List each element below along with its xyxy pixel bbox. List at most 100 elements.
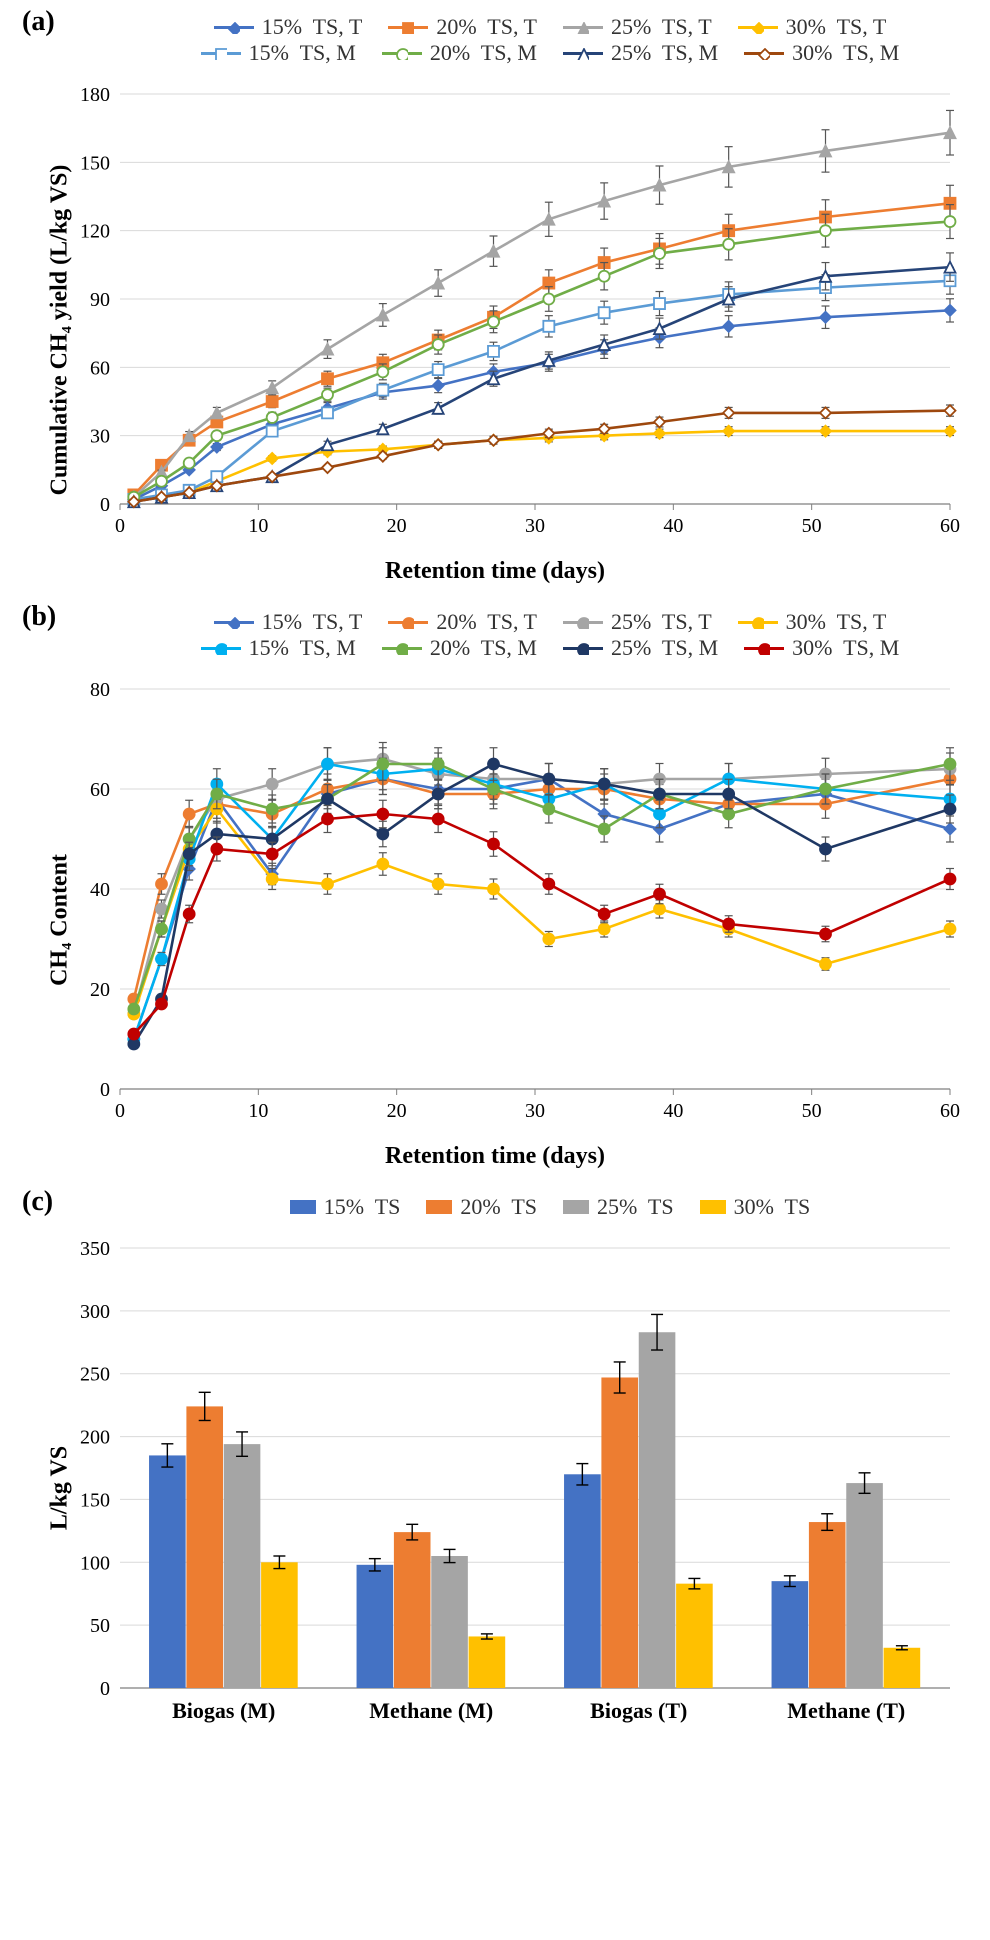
svg-text:40: 40	[663, 515, 683, 537]
legend-label: 20% TS	[460, 1194, 537, 1220]
panel-b-xlabel: Retention time (days)	[20, 1143, 970, 1170]
legend-item: 25% TS	[563, 1194, 674, 1220]
legend-label: 20% TS, M	[430, 635, 537, 661]
legend-swatch-icon	[201, 52, 241, 55]
legend-item: 15% TS, T	[214, 14, 363, 40]
svg-text:10: 10	[248, 1100, 268, 1122]
legend-item: 30% TS, T	[738, 609, 887, 635]
legend-label: 25% TS, M	[611, 635, 718, 661]
svg-text:20: 20	[387, 515, 407, 537]
svg-text:90: 90	[90, 289, 110, 311]
panel-c-ylabel: L/kg VS	[47, 1446, 74, 1530]
legend-swatch-icon	[214, 26, 254, 29]
svg-text:20: 20	[90, 979, 110, 1001]
svg-text:0: 0	[100, 494, 110, 516]
panel-c-chart: L/kg VS 050100150200250300350Biogas (M)M…	[20, 1228, 970, 1748]
svg-text:180: 180	[80, 84, 110, 106]
legend-item: 30% TS, M	[744, 40, 899, 66]
legend-label: 25% TS, T	[611, 14, 712, 40]
svg-text:30: 30	[525, 1100, 545, 1122]
panel-c-label: (c)	[22, 1186, 53, 1218]
legend-swatch-icon	[744, 52, 784, 55]
panel-a-svg: 03060901201501800102030405060	[20, 74, 970, 554]
panel-b: (b) 15% TS, T20% TS, T25% TS, T30% TS, T…	[0, 595, 990, 1180]
legend-label: 15% TS, M	[249, 40, 356, 66]
panel-b-legend: 15% TS, T 20% TS, T 25% TS, T 30% TS, T 15% …	[20, 605, 970, 669]
legend-item: 20% TS	[426, 1194, 537, 1220]
panel-b-chart: CH₄ Content 0204060800102030405060 Reten…	[20, 669, 970, 1170]
panel-a-legend: 15% TS, T 20% TS, T 25% TS, T 30% TS, T 15% …	[20, 10, 970, 74]
legend-swatch-icon	[388, 26, 428, 29]
legend-item: 20% TS, M	[382, 40, 537, 66]
svg-text:50: 50	[802, 1100, 822, 1122]
svg-text:0: 0	[115, 1100, 125, 1122]
legend-swatch-icon	[290, 1200, 316, 1214]
legend-swatch-icon	[201, 647, 241, 650]
legend-label: 15% TS, M	[249, 635, 356, 661]
legend-item: 15% TS, M	[201, 635, 356, 661]
legend-item: 25% TS, T	[563, 609, 712, 635]
legend-label: 25% TS	[597, 1194, 674, 1220]
legend-swatch-icon	[563, 1200, 589, 1214]
legend-item: 20% TS, T	[388, 14, 537, 40]
legend-label: 15% TS, T	[262, 609, 363, 635]
svg-text:20: 20	[387, 1100, 407, 1122]
panel-c: (c) 15% TS 20% TS 25% TS 30% TS L/kg VS 050…	[0, 1180, 990, 1758]
legend-swatch-icon	[563, 26, 603, 29]
svg-text:0: 0	[100, 1079, 110, 1101]
svg-text:120: 120	[80, 221, 110, 243]
svg-text:80: 80	[90, 679, 110, 701]
panel-b-svg: 0204060800102030405060	[20, 669, 970, 1139]
legend-label: 30% TS, M	[792, 635, 899, 661]
svg-text:40: 40	[90, 879, 110, 901]
svg-text:Biogas (T): Biogas (T)	[590, 1698, 687, 1723]
svg-text:250: 250	[80, 1364, 110, 1386]
legend-label: 25% TS, M	[611, 40, 718, 66]
svg-text:60: 60	[90, 779, 110, 801]
legend-label: 15% TS, T	[262, 14, 363, 40]
svg-text:0: 0	[115, 515, 125, 537]
legend-swatch-icon	[382, 647, 422, 650]
svg-text:200: 200	[80, 1427, 110, 1449]
svg-text:350: 350	[80, 1238, 110, 1260]
panel-c-legend: 15% TS 20% TS 25% TS 30% TS	[20, 1190, 970, 1228]
legend-swatch-icon	[700, 1200, 726, 1214]
legend-item: 25% TS, M	[563, 635, 718, 661]
legend-item: 20% TS, M	[382, 635, 537, 661]
figure-page: { "figure": { "width_px": 990, "height_p…	[0, 0, 990, 1758]
svg-text:60: 60	[940, 1100, 960, 1122]
svg-text:Methane (T): Methane (T)	[787, 1698, 905, 1723]
legend-swatch-icon	[388, 621, 428, 624]
legend-label: 15% TS	[324, 1194, 401, 1220]
legend-item: 25% TS, M	[563, 40, 718, 66]
legend-swatch-icon	[563, 621, 603, 624]
panel-a-xlabel: Retention time (days)	[20, 558, 970, 585]
legend-item: 15% TS, T	[214, 609, 363, 635]
legend-label: 25% TS, T	[611, 609, 712, 635]
legend-item: 30% TS, M	[744, 635, 899, 661]
svg-text:Biogas (M): Biogas (M)	[172, 1698, 275, 1723]
legend-item: 30% TS, T	[738, 14, 887, 40]
svg-text:30: 30	[90, 426, 110, 448]
svg-text:10: 10	[248, 515, 268, 537]
legend-label: 20% TS, T	[436, 609, 537, 635]
legend-swatch-icon	[214, 621, 254, 624]
legend-swatch-icon	[738, 621, 778, 624]
panel-c-svg: 050100150200250300350Biogas (M)Methane (…	[20, 1228, 970, 1748]
svg-text:150: 150	[80, 152, 110, 174]
svg-text:300: 300	[80, 1301, 110, 1323]
panel-b-ylabel: CH₄ Content	[47, 854, 74, 986]
legend-label: 20% TS, M	[430, 40, 537, 66]
legend-item: 25% TS, T	[563, 14, 712, 40]
legend-swatch-icon	[382, 52, 422, 55]
legend-label: 30% TS	[734, 1194, 811, 1220]
legend-label: 30% TS, M	[792, 40, 899, 66]
legend-label: 30% TS, T	[786, 609, 887, 635]
legend-item: 20% TS, T	[388, 609, 537, 635]
legend-label: 30% TS, T	[786, 14, 887, 40]
panel-a-ylabel: Cumulative CH₄ yield (L/kg VS)	[47, 164, 74, 495]
legend-item: 30% TS	[700, 1194, 811, 1220]
legend-swatch-icon	[744, 647, 784, 650]
panel-a-label: (a)	[22, 6, 55, 38]
svg-text:30: 30	[525, 515, 545, 537]
